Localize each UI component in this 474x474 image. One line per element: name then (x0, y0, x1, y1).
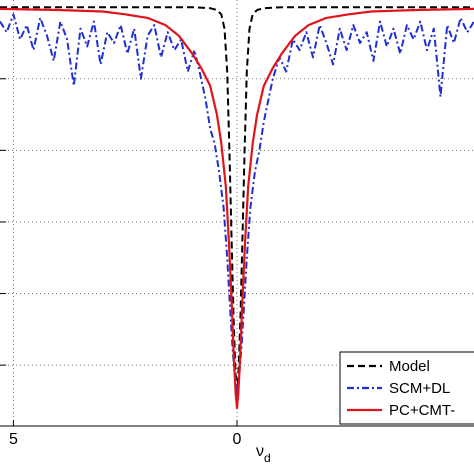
x-tick-label: 5 (9, 431, 18, 448)
x-tick-label: 0 (233, 431, 242, 448)
x-axis-label: νd (256, 443, 271, 465)
series-layer (0, 6, 474, 410)
legend: Model SCM+DL PC+CMT- (339, 351, 474, 425)
series-line-pc-cmt (0, 7, 474, 410)
legend-label-model: Model (389, 358, 430, 375)
legend-label-scm-dl: SCM+DL (389, 380, 450, 397)
legend-label-pc-cmt: PC+CMT- (389, 402, 455, 419)
grid-lines (0, 0, 474, 426)
